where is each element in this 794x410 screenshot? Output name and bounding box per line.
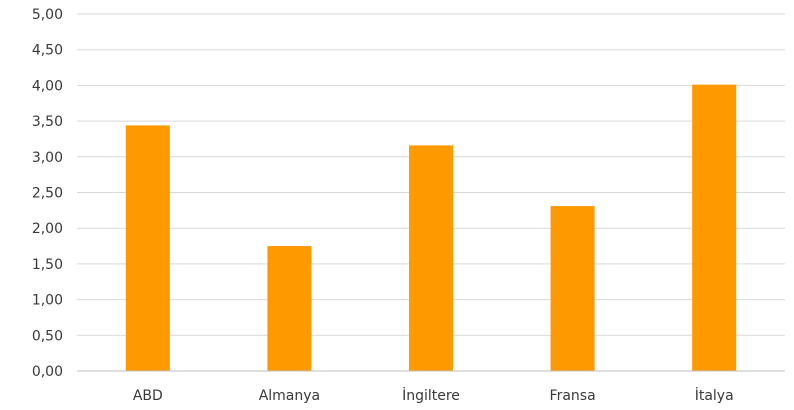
x-category-label: İngiltere	[402, 386, 460, 404]
bar-1	[267, 246, 312, 371]
y-tick-label: 5,00	[32, 7, 63, 23]
y-tick-label: 3,50	[32, 114, 63, 130]
y-tick-label: 4,00	[32, 78, 63, 94]
x-axis-category-labels: ABD Almanya İngiltere Fransa İtalya	[133, 386, 734, 404]
x-category-label: Almanya	[259, 388, 320, 404]
y-tick-label: 1,50	[32, 257, 63, 273]
y-tick-label: 1,00	[32, 293, 63, 309]
bar-2	[409, 145, 453, 371]
y-tick-label: 4,50	[32, 43, 63, 59]
y-tick-label: 2,50	[32, 186, 63, 202]
y-tick-label: 2,00	[32, 221, 63, 237]
bar-4	[692, 84, 737, 371]
y-tick-label: 0,00	[32, 364, 63, 380]
x-category-label: ABD	[133, 388, 163, 404]
y-axis-tick-labels: 0,00 0,50 1,00 1,50 2,00 2,50 3,00 3,50 4,00 4,50…	[32, 7, 63, 380]
y-tick-label: 0,50	[32, 328, 63, 344]
y-tick-label: 3,00	[32, 150, 63, 166]
bars	[125, 84, 737, 371]
x-category-label: İtalya	[695, 386, 734, 404]
x-category-label: Fransa	[550, 388, 596, 404]
bar-3	[550, 206, 595, 371]
bar-0	[125, 125, 170, 371]
